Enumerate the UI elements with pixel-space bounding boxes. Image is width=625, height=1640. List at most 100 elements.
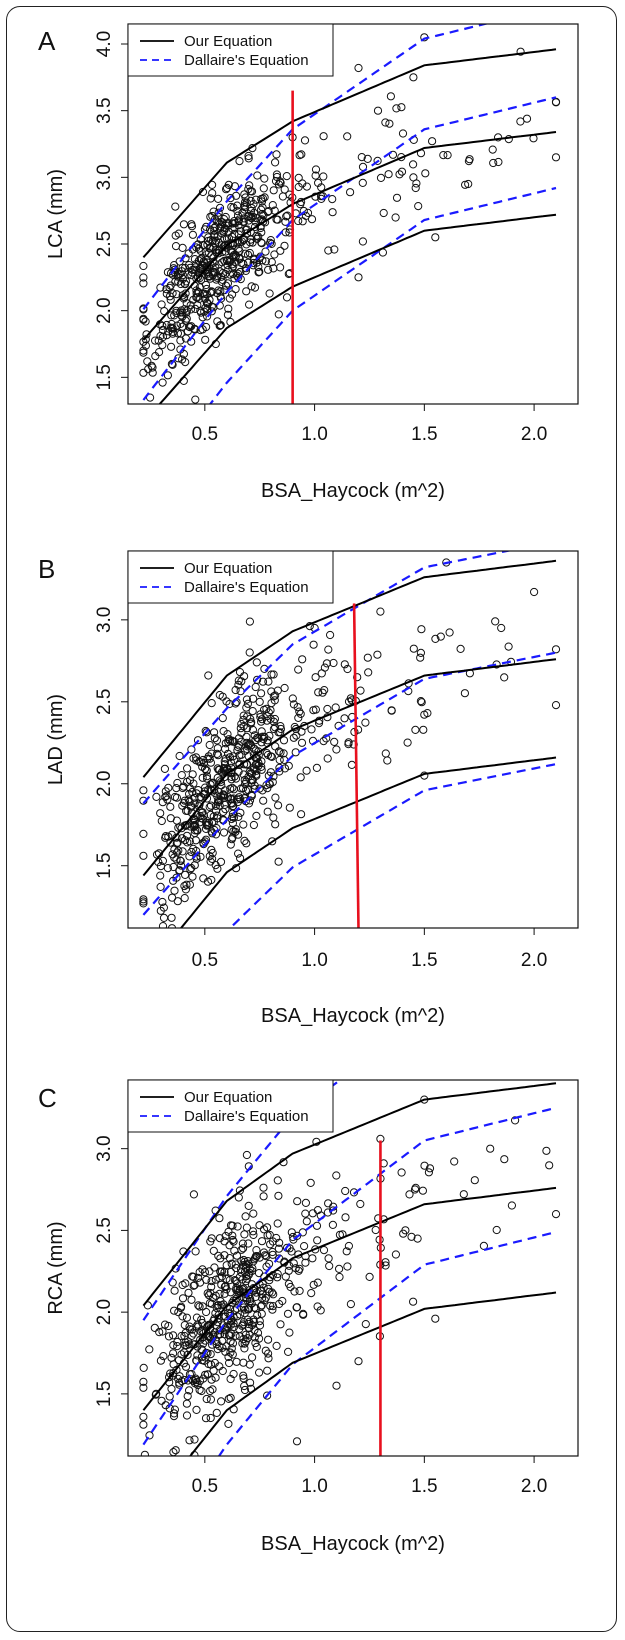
chart-panel-c: C0.5 1.0 1.5 2.01.52.02.53.0BSA_Haycock (m^…: [38, 984, 578, 1569]
data-point: [301, 1243, 308, 1250]
data-point: [412, 184, 419, 191]
y-tick-label: 2.0: [94, 771, 115, 797]
data-point: [190, 1191, 197, 1198]
data-point: [277, 1321, 284, 1328]
legend-label: Dallaire's Equation: [184, 1108, 309, 1125]
legend-label: Dallaire's Equation: [184, 579, 309, 596]
data-point: [298, 811, 305, 818]
data-point: [186, 1437, 193, 1444]
data-point: [264, 808, 271, 815]
data-point: [410, 161, 417, 168]
data-point: [552, 646, 559, 653]
data-point: [284, 1310, 291, 1317]
data-point: [492, 618, 499, 625]
data-point: [250, 821, 257, 828]
dallaire-curve: [143, 97, 556, 400]
data-point: [293, 1304, 300, 1311]
data-point: [232, 286, 239, 293]
data-point: [362, 719, 369, 726]
data-point: [320, 133, 327, 140]
data-point: [227, 1349, 234, 1356]
data-point: [277, 247, 284, 254]
data-point: [166, 1393, 173, 1400]
data-point: [393, 194, 400, 201]
y-tick-label: 4.0: [94, 31, 115, 57]
plot-frame: [128, 24, 578, 404]
data-point: [410, 1298, 417, 1305]
x-axis-label: BSA_Haycock (m^2): [261, 1533, 445, 1555]
data-point: [320, 1247, 327, 1254]
data-point: [172, 1447, 179, 1454]
data-point: [320, 173, 327, 180]
data-point: [392, 214, 399, 221]
x-tick-label: 0.5: [192, 950, 218, 971]
data-point: [209, 1386, 216, 1393]
data-point: [272, 821, 279, 828]
data-point: [348, 761, 355, 768]
data-point: [217, 858, 224, 865]
data-point: [365, 669, 372, 676]
data-point: [146, 1346, 153, 1353]
x-axis-label: BSA_Haycock (m^2): [261, 480, 445, 502]
panel-letter: B: [38, 554, 55, 584]
data-point: [256, 1222, 263, 1229]
data-point: [419, 1187, 426, 1194]
data-point: [258, 1238, 265, 1245]
data-point: [294, 1198, 301, 1205]
data-point: [157, 810, 164, 817]
data-point: [253, 659, 260, 666]
data-point: [140, 1364, 147, 1371]
data-point: [260, 797, 267, 804]
data-point: [276, 756, 283, 763]
data-point: [331, 738, 338, 745]
x-axis-label: BSA_Haycock (m^2): [261, 1005, 445, 1027]
data-point: [325, 646, 332, 653]
data-point: [329, 209, 336, 216]
y-axis-label: LCA (mm): [45, 169, 67, 259]
data-point: [179, 244, 186, 251]
data-point: [388, 707, 395, 714]
data-point: [258, 1310, 265, 1317]
data-point: [523, 115, 530, 122]
data-point: [245, 1202, 252, 1209]
data-point: [336, 1273, 343, 1280]
legend: Our EquationDallaire's Equation: [128, 1080, 333, 1132]
y-tick-label: 2.5: [94, 689, 115, 715]
data-point: [246, 649, 253, 656]
data-point: [140, 830, 147, 837]
x-tick-label: 0.5: [192, 424, 218, 445]
data-point: [261, 175, 268, 182]
x-tick-label: 1.5: [411, 1476, 437, 1497]
data-point: [355, 64, 362, 71]
data-point: [256, 698, 263, 705]
data-point: [318, 670, 325, 677]
data-point: [415, 203, 422, 210]
data-point: [380, 209, 387, 216]
data-point: [158, 301, 165, 308]
data-point: [167, 803, 174, 810]
data-point: [296, 1287, 303, 1294]
data-point: [207, 1396, 214, 1403]
data-point: [160, 914, 167, 921]
data-point: [218, 1398, 225, 1405]
data-point: [344, 1263, 351, 1270]
data-point: [451, 1158, 458, 1165]
legend: Our EquationDallaire's Equation: [128, 24, 333, 76]
data-point: [286, 1329, 293, 1336]
data-point: [288, 1229, 295, 1236]
data-point: [272, 159, 279, 166]
data-point: [274, 1220, 281, 1227]
data-point: [531, 588, 538, 595]
data-point: [222, 282, 229, 289]
data-point: [387, 93, 394, 100]
data-point: [140, 929, 147, 936]
data-point: [319, 689, 326, 696]
data-point: [233, 1358, 240, 1365]
data-point: [189, 873, 196, 880]
data-point: [235, 850, 242, 857]
data-point: [460, 1191, 467, 1198]
data-point: [184, 765, 191, 772]
data-point: [243, 840, 250, 847]
x-tick-label: 1.0: [301, 950, 327, 971]
